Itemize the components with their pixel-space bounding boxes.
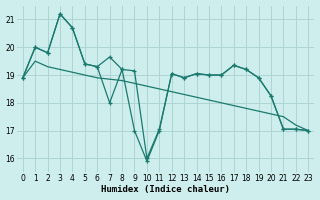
X-axis label: Humidex (Indice chaleur): Humidex (Indice chaleur) [101,185,230,194]
